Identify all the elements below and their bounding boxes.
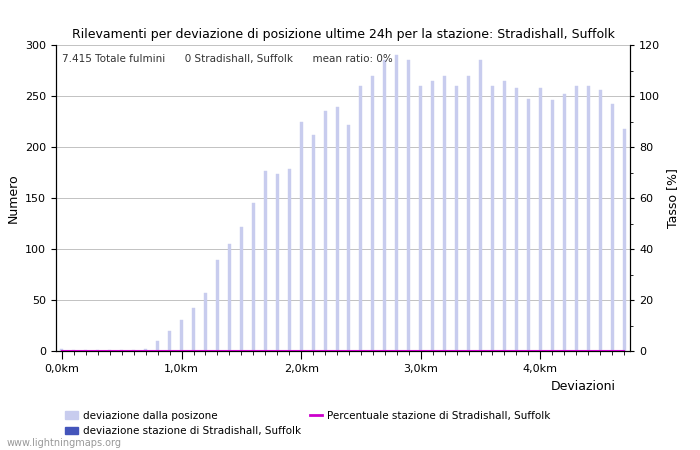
Bar	[72, 350, 76, 351]
Bar	[503, 81, 506, 351]
Bar	[479, 60, 482, 351]
Bar	[276, 174, 279, 351]
Bar	[180, 320, 183, 351]
Bar	[216, 260, 219, 351]
Bar	[431, 81, 434, 351]
Bar	[300, 122, 302, 351]
Bar	[97, 350, 99, 351]
Bar	[156, 341, 159, 351]
Bar	[551, 100, 554, 351]
Bar	[264, 171, 267, 351]
Bar	[395, 55, 398, 351]
Bar	[108, 350, 111, 351]
Legend: deviazione dalla posizone, deviazione stazione di Stradishall, Suffolk, Percentu: deviazione dalla posizone, deviazione st…	[61, 407, 555, 440]
Bar	[359, 86, 363, 351]
Bar	[610, 104, 614, 351]
Bar	[192, 308, 195, 351]
Bar	[563, 94, 566, 351]
Text: Deviazioni: Deviazioni	[551, 381, 616, 393]
Bar	[204, 293, 207, 351]
Bar	[491, 86, 494, 351]
Bar	[312, 135, 314, 351]
Bar	[539, 88, 542, 351]
Y-axis label: Numero: Numero	[6, 173, 20, 223]
Bar	[419, 86, 422, 351]
Bar	[120, 350, 123, 351]
Bar	[335, 107, 339, 351]
Bar	[288, 170, 290, 351]
Text: 7.415 Totale fulmini      0 Stradishall, Suffolk      mean ratio: 0%: 7.415 Totale fulmini 0 Stradishall, Suff…	[62, 54, 393, 64]
Bar	[252, 203, 255, 351]
Bar	[85, 350, 88, 351]
Bar	[587, 86, 589, 351]
Bar	[384, 60, 386, 351]
Text: www.lightningmaps.org: www.lightningmaps.org	[7, 438, 122, 448]
Bar	[240, 226, 243, 351]
Bar	[372, 76, 375, 351]
Bar	[60, 349, 64, 351]
Bar	[407, 60, 410, 351]
Bar	[598, 90, 601, 351]
Bar	[347, 125, 351, 351]
Bar	[144, 349, 147, 351]
Y-axis label: Tasso [%]: Tasso [%]	[666, 168, 679, 228]
Bar	[527, 99, 530, 351]
Bar	[467, 76, 470, 351]
Bar	[323, 111, 327, 351]
Bar	[132, 350, 135, 351]
Bar	[622, 129, 626, 351]
Bar	[455, 86, 458, 351]
Title: Rilevamenti per deviazione di posizione ultime 24h per la stazione: Stradishall,: Rilevamenti per deviazione di posizione …	[71, 28, 615, 41]
Bar	[575, 86, 577, 351]
Bar	[228, 244, 231, 351]
Bar	[443, 76, 446, 351]
Bar	[168, 331, 171, 351]
Bar	[515, 88, 518, 351]
